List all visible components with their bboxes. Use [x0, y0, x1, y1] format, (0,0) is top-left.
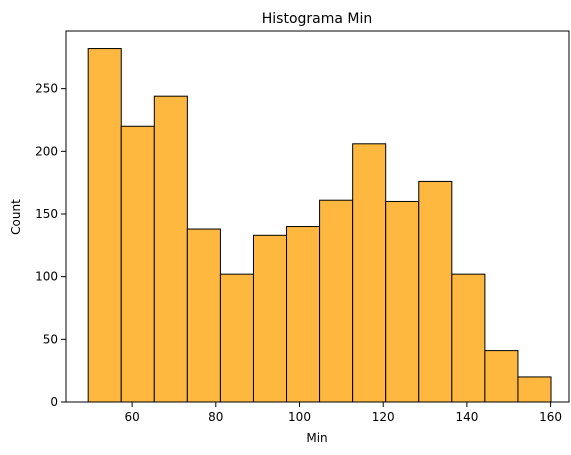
y-tick-label: 200 [35, 144, 58, 158]
y-axis: 0 50 100 150 200 250 [35, 82, 66, 409]
y-tick-label: 250 [35, 82, 58, 96]
chart-title: Histograma Min [262, 11, 373, 27]
x-tick-label: 120 [372, 410, 395, 424]
plot-frame [65, 30, 570, 403]
histogram-bar-6 [286, 226, 321, 403]
histogram-bar-2 [153, 95, 188, 403]
y-tick-label: 100 [35, 270, 58, 284]
histogram-bar-7 [319, 199, 354, 403]
x-tick-label: 160 [539, 410, 562, 424]
histogram-bar-4 [219, 273, 254, 403]
y-tick-label: 0 [50, 395, 58, 409]
histogram-bar-11 [451, 273, 486, 403]
y-tick-label: 50 [43, 332, 58, 346]
y-axis-label: Count [9, 199, 23, 235]
histogram-bar-1 [120, 125, 155, 403]
x-tick-label: 100 [288, 410, 311, 424]
x-axis-label: Min [306, 431, 327, 445]
histogram-bar-0 [87, 48, 122, 403]
x-axis: 60 80 100 120 140 160 [124, 402, 562, 424]
histogram-bar-10 [418, 180, 453, 403]
histogram-bar-9 [385, 200, 420, 403]
bars-group [87, 48, 552, 403]
histogram-bar-12 [484, 350, 519, 403]
x-tick-label: 60 [124, 410, 139, 424]
histogram-bar-5 [252, 234, 288, 403]
histogram-bar-3 [186, 228, 221, 403]
x-tick-label: 80 [208, 410, 223, 424]
x-tick-label: 140 [455, 410, 478, 424]
histogram-bar-13 [517, 376, 552, 403]
histogram-bar-8 [352, 143, 387, 403]
y-tick-label: 150 [35, 207, 58, 221]
